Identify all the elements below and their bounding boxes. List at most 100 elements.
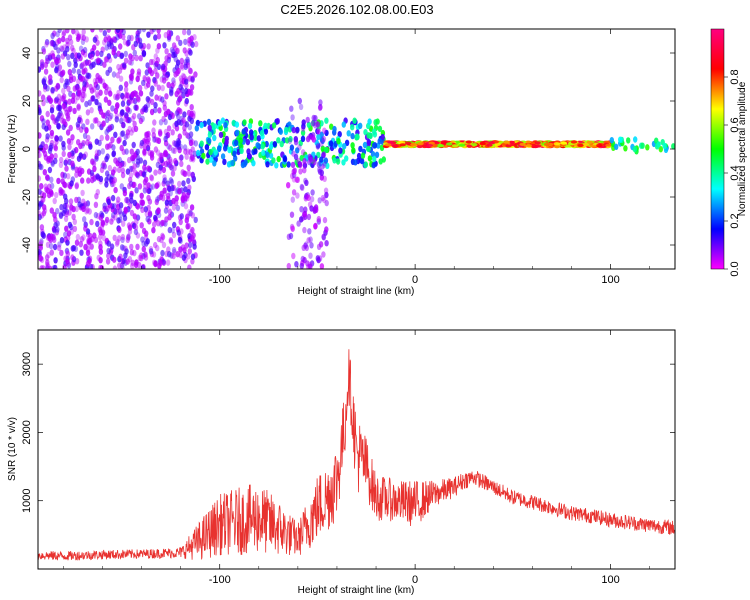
spectrogram-cell xyxy=(272,141,277,148)
spectrogram-cell xyxy=(105,116,110,124)
spectrogram-cell xyxy=(53,216,58,223)
spectrogram-cell xyxy=(317,197,322,204)
spectrogram-cell xyxy=(55,207,60,215)
spectrogram-cell xyxy=(143,206,148,213)
spectrogram-cell xyxy=(163,160,169,168)
spectrogram-cell xyxy=(156,29,161,34)
spectrogram-cell xyxy=(80,61,85,69)
spectrogram-cell xyxy=(319,131,324,138)
spectrogram-cell xyxy=(51,233,56,241)
spectrogram-cell xyxy=(171,204,177,211)
spectrogram-cell xyxy=(101,120,106,127)
spectrogram-cell xyxy=(123,112,129,119)
spectrogram-cell xyxy=(72,107,77,115)
spectrogram-cell xyxy=(164,216,169,223)
spectrogram-cell xyxy=(67,221,73,229)
spectrogram-cell xyxy=(139,139,145,147)
spectrogram-cell xyxy=(149,174,154,181)
spectrogram-cell xyxy=(42,86,48,93)
spectrogram-cell xyxy=(287,121,292,128)
spectrogram-cell xyxy=(111,49,116,56)
colorbar-tick-label: 0.6 xyxy=(729,117,741,132)
spectrogram-cell xyxy=(315,143,320,150)
spectrogram-cell xyxy=(378,158,383,165)
spectrogram-cell xyxy=(86,260,91,267)
spectrogram-cell xyxy=(152,221,157,228)
spectrogram-cell xyxy=(75,233,81,241)
spectrogram-cell xyxy=(416,144,423,149)
spectrogram-cell xyxy=(121,220,126,227)
spectrogram-cell xyxy=(178,84,183,91)
spectrogram-cell xyxy=(129,209,135,217)
spectrogram-cell xyxy=(570,140,578,144)
spectrogram-cell xyxy=(410,142,417,146)
spectrogram-cell xyxy=(519,142,526,146)
spectrogram-cell xyxy=(289,211,295,218)
spectrogram-cell xyxy=(130,68,135,75)
spectrogram-cell xyxy=(224,139,229,146)
spectrogram-cell xyxy=(323,157,329,164)
spectrogram-cell xyxy=(160,96,165,103)
spectrogram-cell xyxy=(208,148,213,156)
spectrogram-cell xyxy=(85,207,90,214)
spectrogram-cell xyxy=(282,155,288,163)
snr-y-tick-label: 1000 xyxy=(21,488,33,512)
spectrogram-cell xyxy=(38,160,41,167)
spectrogram-cell xyxy=(170,112,175,119)
spectrogram-cell xyxy=(189,84,195,91)
spectrogram-cell xyxy=(120,130,126,137)
spectrogram-cell xyxy=(47,52,52,60)
spectrogram-cell xyxy=(61,140,66,148)
spectrogram-cell xyxy=(85,139,90,146)
spectrogram-cell xyxy=(204,144,210,151)
spectrogram-cell xyxy=(119,109,125,117)
spectrogram-cell xyxy=(141,245,146,253)
spectrogram-cell xyxy=(261,149,266,156)
spectrogram-cell xyxy=(265,161,270,168)
spectrogram-cell xyxy=(110,169,116,176)
spectrogram-cell xyxy=(154,94,159,101)
spectrogram-cell xyxy=(303,242,308,249)
spectrogram-cell xyxy=(105,258,111,265)
spectrogram-cell xyxy=(172,221,177,229)
spectrogram-cell xyxy=(62,202,68,210)
spectrogram-cell xyxy=(159,236,164,244)
spectrogram-cell xyxy=(300,129,306,136)
spectrogram-cell xyxy=(128,171,134,179)
spectrogram-cell xyxy=(106,109,111,117)
spectrogram-cell xyxy=(120,167,126,174)
spectrogram-cell xyxy=(305,135,311,143)
spectrogram-cell xyxy=(553,142,560,146)
spectrogram-cell xyxy=(299,206,304,213)
spectrogram-cell xyxy=(295,176,300,183)
spectrogram-cell xyxy=(479,142,486,146)
spectrogram-cell xyxy=(290,225,295,232)
spectrogram-y-tick-label: -40 xyxy=(21,237,33,253)
spectrogram-cell xyxy=(324,129,329,137)
spectrogram-cell xyxy=(59,156,64,164)
spectrogram-cell xyxy=(335,158,341,165)
snr-x-ticks: -100 0 100 xyxy=(63,330,650,586)
spectrogram-cell xyxy=(168,156,173,163)
spectrogram-cell xyxy=(38,152,41,159)
spectrogram-cell xyxy=(325,162,330,169)
spectrogram-cell xyxy=(126,99,131,106)
spectrogram-cell xyxy=(86,240,91,247)
spectrogram-cell xyxy=(184,217,189,224)
spectrogram-cell xyxy=(169,164,175,172)
spectrogram-cell xyxy=(346,130,351,137)
spectrogram-cell xyxy=(306,213,312,221)
spectrogram-cell xyxy=(367,155,373,162)
spectrogram-cell xyxy=(183,203,189,210)
spectrogram-cell xyxy=(291,189,297,196)
spectrogram-cell xyxy=(124,92,129,99)
spectrogram-cell xyxy=(130,97,136,104)
spectrogram-cell xyxy=(299,262,304,269)
spectrogram-x-axis-label: Height of straight line (km) xyxy=(298,286,415,297)
snr-x-tick-label: -100 xyxy=(209,574,231,586)
spectrogram-cell xyxy=(295,192,300,199)
spectrogram-cell xyxy=(121,160,127,168)
spectrogram-cell xyxy=(134,54,139,62)
spectrogram-cell xyxy=(338,147,343,154)
spectrogram-cell xyxy=(239,147,244,154)
